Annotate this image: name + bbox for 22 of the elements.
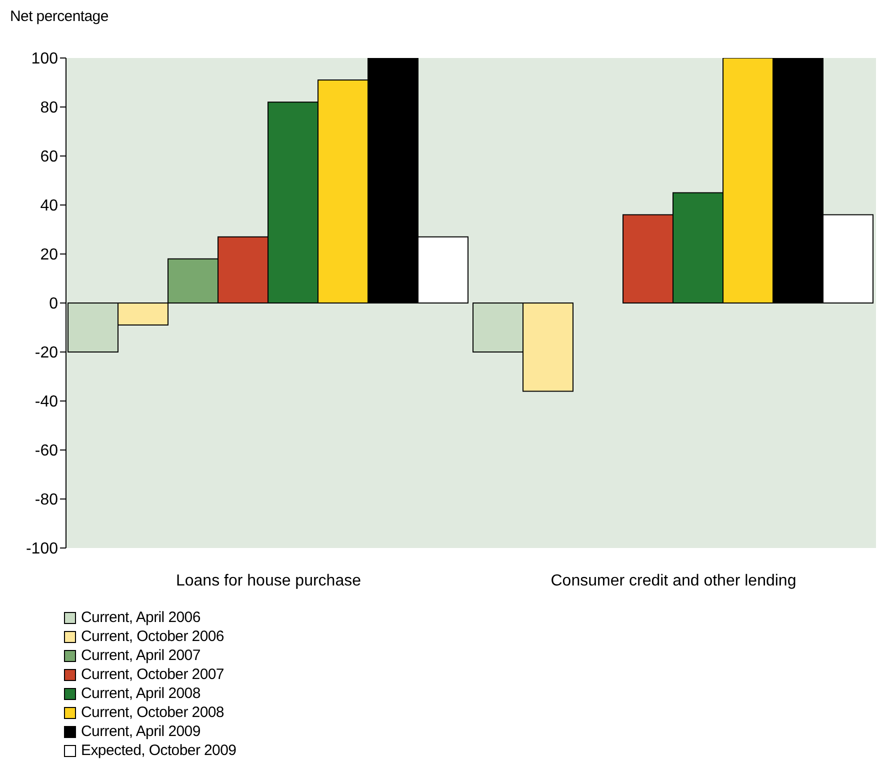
legend-label: Current, April 2007 xyxy=(81,646,200,665)
y-tick-label: -80 xyxy=(34,492,58,509)
y-tick-label: -20 xyxy=(34,344,58,362)
legend-label: Current, October 2008 xyxy=(81,703,224,722)
x-tick-label: Consumer credit and other lending xyxy=(550,572,796,590)
y-tick-label: 100 xyxy=(31,50,58,68)
y-tick-label: -100 xyxy=(26,540,58,558)
y-tick-label: 60 xyxy=(40,148,58,166)
y-tick-label: 20 xyxy=(40,246,58,264)
legend-label: Current, October 2006 xyxy=(81,627,224,646)
y-tick-label: 80 xyxy=(40,100,58,117)
y-tick-label: -60 xyxy=(34,442,58,460)
y-axis-title: Net percentage xyxy=(9,8,110,27)
legend-label: Current, April 2009 xyxy=(81,722,200,741)
y-tick-label: -40 xyxy=(34,394,58,411)
legend-label: Expected, October 2009 xyxy=(81,741,236,760)
legend-label: Current, April 2008 xyxy=(81,684,200,703)
y-tick-label: 40 xyxy=(40,198,58,215)
legend-label: Current, October 2007 xyxy=(81,665,224,684)
y-tick-label: 0 xyxy=(49,296,58,313)
legend-label: Current, April 2006 xyxy=(81,608,200,627)
x-tick-label: Loans for house purchase xyxy=(176,572,362,590)
